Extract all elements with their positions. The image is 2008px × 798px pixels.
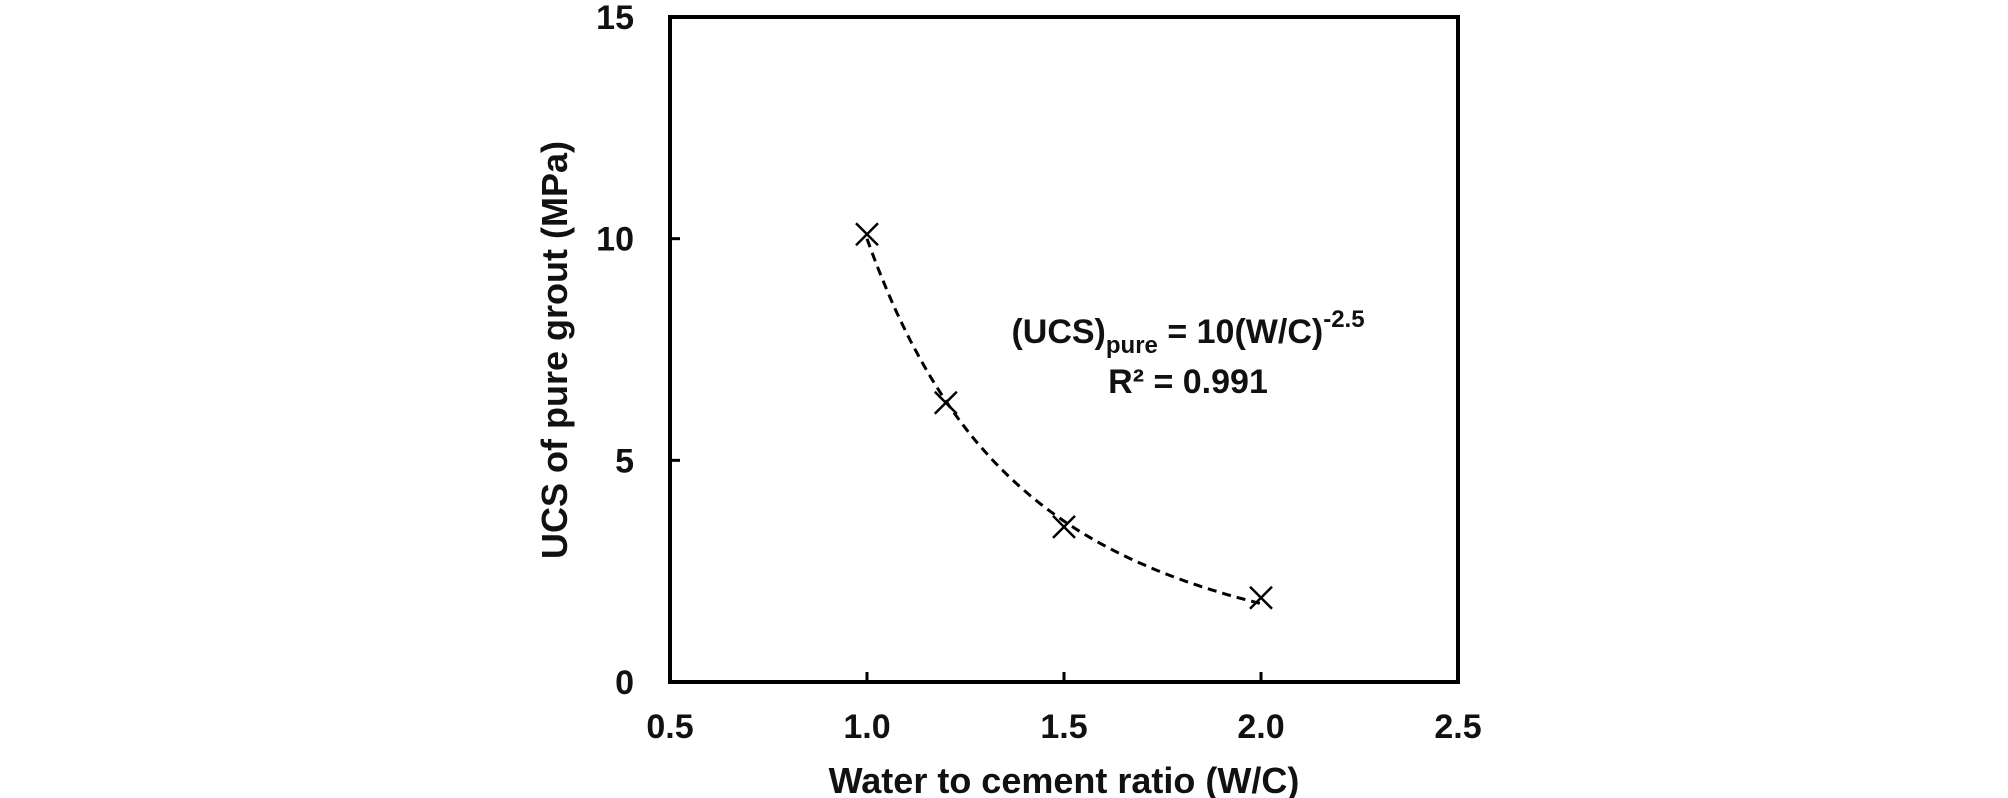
data-point xyxy=(855,222,879,247)
y-axis-title: UCS of pure grout (MPa) xyxy=(534,141,575,559)
equation-subscript: pure xyxy=(1106,332,1158,359)
y-tick-label: 15 xyxy=(596,0,634,37)
x-tick-label: 1.5 xyxy=(1040,708,1087,746)
trendline xyxy=(865,238,1262,606)
x-tick-label: 1.0 xyxy=(843,708,890,746)
r-squared-annotation: R² = 0.991 xyxy=(1108,363,1268,401)
y-tick-label: 10 xyxy=(596,221,634,259)
equation-annotation: (UCS)pure = 10(W/C)-2.5 xyxy=(1011,306,1364,359)
y-tick-label: 0 xyxy=(615,664,634,702)
x-axis-title: Water to cement ratio (W/C) xyxy=(829,760,1300,798)
equation-body: = 10(W/C) xyxy=(1158,313,1323,351)
x-tick-label: 2.5 xyxy=(1434,708,1481,746)
y-tick-group: 0 5 10 15 xyxy=(596,0,680,702)
x-tick-label: 0.5 xyxy=(646,708,693,746)
data-point xyxy=(1052,514,1076,539)
equation-prefix: (UCS) xyxy=(1011,313,1105,351)
marker-group xyxy=(855,222,1273,610)
equation-superscript: -2.5 xyxy=(1323,306,1364,333)
x-tick-group: 0.5 1.0 1.5 2.0 2.5 xyxy=(646,672,1482,746)
y-tick-label: 5 xyxy=(615,442,634,480)
data-point xyxy=(933,390,958,415)
data-point xyxy=(1249,585,1273,610)
x-tick-label: 2.0 xyxy=(1237,708,1284,746)
